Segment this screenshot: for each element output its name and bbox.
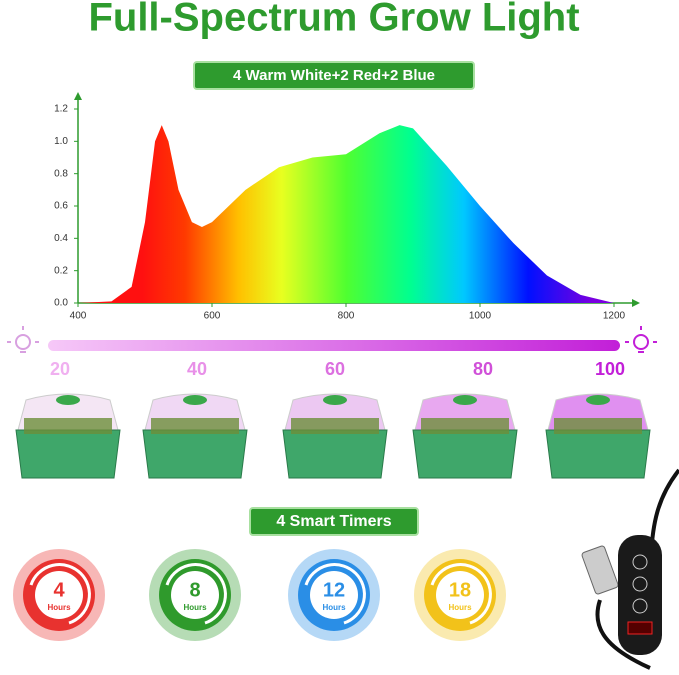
- timer-face: [171, 571, 219, 619]
- y-tick-label: 0.6: [54, 201, 68, 212]
- y-tick-label: 0.2: [54, 265, 68, 276]
- badge: 4 Warm White+2 Red+2 Blue: [233, 67, 435, 84]
- timer-unit: Hours: [47, 603, 71, 612]
- tray: [282, 429, 388, 479]
- bulb-icon: [7, 326, 39, 353]
- timer-hours: 4: [53, 579, 65, 601]
- tray: [412, 429, 518, 479]
- brightness-level: 20: [50, 359, 70, 379]
- x-tick-label: 400: [70, 311, 87, 322]
- y-tick-label: 0.4: [54, 233, 68, 244]
- y-tick-label: 1.2: [54, 104, 68, 115]
- timer-unit: Hours: [183, 603, 207, 612]
- seedlings: [151, 418, 239, 434]
- seedlings: [24, 418, 112, 434]
- tray: [15, 429, 121, 479]
- x-tick-label: 1000: [469, 311, 492, 322]
- vent: [323, 395, 347, 405]
- tray: [545, 429, 651, 479]
- vent: [183, 395, 207, 405]
- controller: [581, 468, 679, 670]
- timer-face: [310, 571, 358, 619]
- brightness-level: 40: [187, 359, 207, 379]
- x-tick-label: 1200: [603, 311, 626, 322]
- timer-unit: Hours: [322, 603, 346, 612]
- y-tick-label: 1.0: [54, 136, 68, 147]
- tray: [142, 429, 248, 479]
- seedlings: [554, 418, 642, 434]
- spectrum-area: [78, 125, 614, 304]
- timer-arrow: [304, 563, 366, 625]
- arrow: [632, 299, 640, 307]
- vent: [586, 395, 610, 405]
- brightness-level: 80: [473, 359, 493, 379]
- y-tick-label: 0.8: [54, 168, 68, 179]
- timer-arrow: [430, 563, 492, 625]
- timer-face: [35, 571, 83, 619]
- timer-unit: Hours: [448, 603, 472, 612]
- seedlings: [421, 418, 509, 434]
- timers-title: 4 Smart Timers: [276, 513, 391, 530]
- vent: [56, 395, 80, 405]
- timer-face: [436, 571, 484, 619]
- brightness-level: 60: [325, 359, 345, 379]
- seedlings: [291, 418, 379, 434]
- timer-arrow: [165, 563, 227, 625]
- y-tick-label: 0.0: [54, 298, 68, 309]
- title: Full-Spectrum Grow Light: [88, 0, 579, 40]
- x-tick-label: 800: [338, 311, 355, 322]
- x-tick-label: 600: [204, 311, 221, 322]
- timer-hours: 12: [323, 579, 345, 601]
- vent: [453, 395, 477, 405]
- brightness-level: 100: [595, 359, 625, 379]
- timer-hours: 8: [189, 579, 200, 601]
- bulb-icon: [625, 326, 657, 353]
- arrow: [74, 92, 82, 100]
- timers-badge-bg: [249, 507, 419, 536]
- badge-bg: [193, 61, 475, 90]
- timer-hours: 18: [449, 579, 471, 601]
- brightness-bar: [48, 340, 620, 351]
- spectrum-chart: 0.0 0.2 0.4 0.6 0.8 1.0 1.2 400 600 800 1000 1200: [54, 92, 640, 322]
- timer-arrow: [29, 563, 91, 625]
